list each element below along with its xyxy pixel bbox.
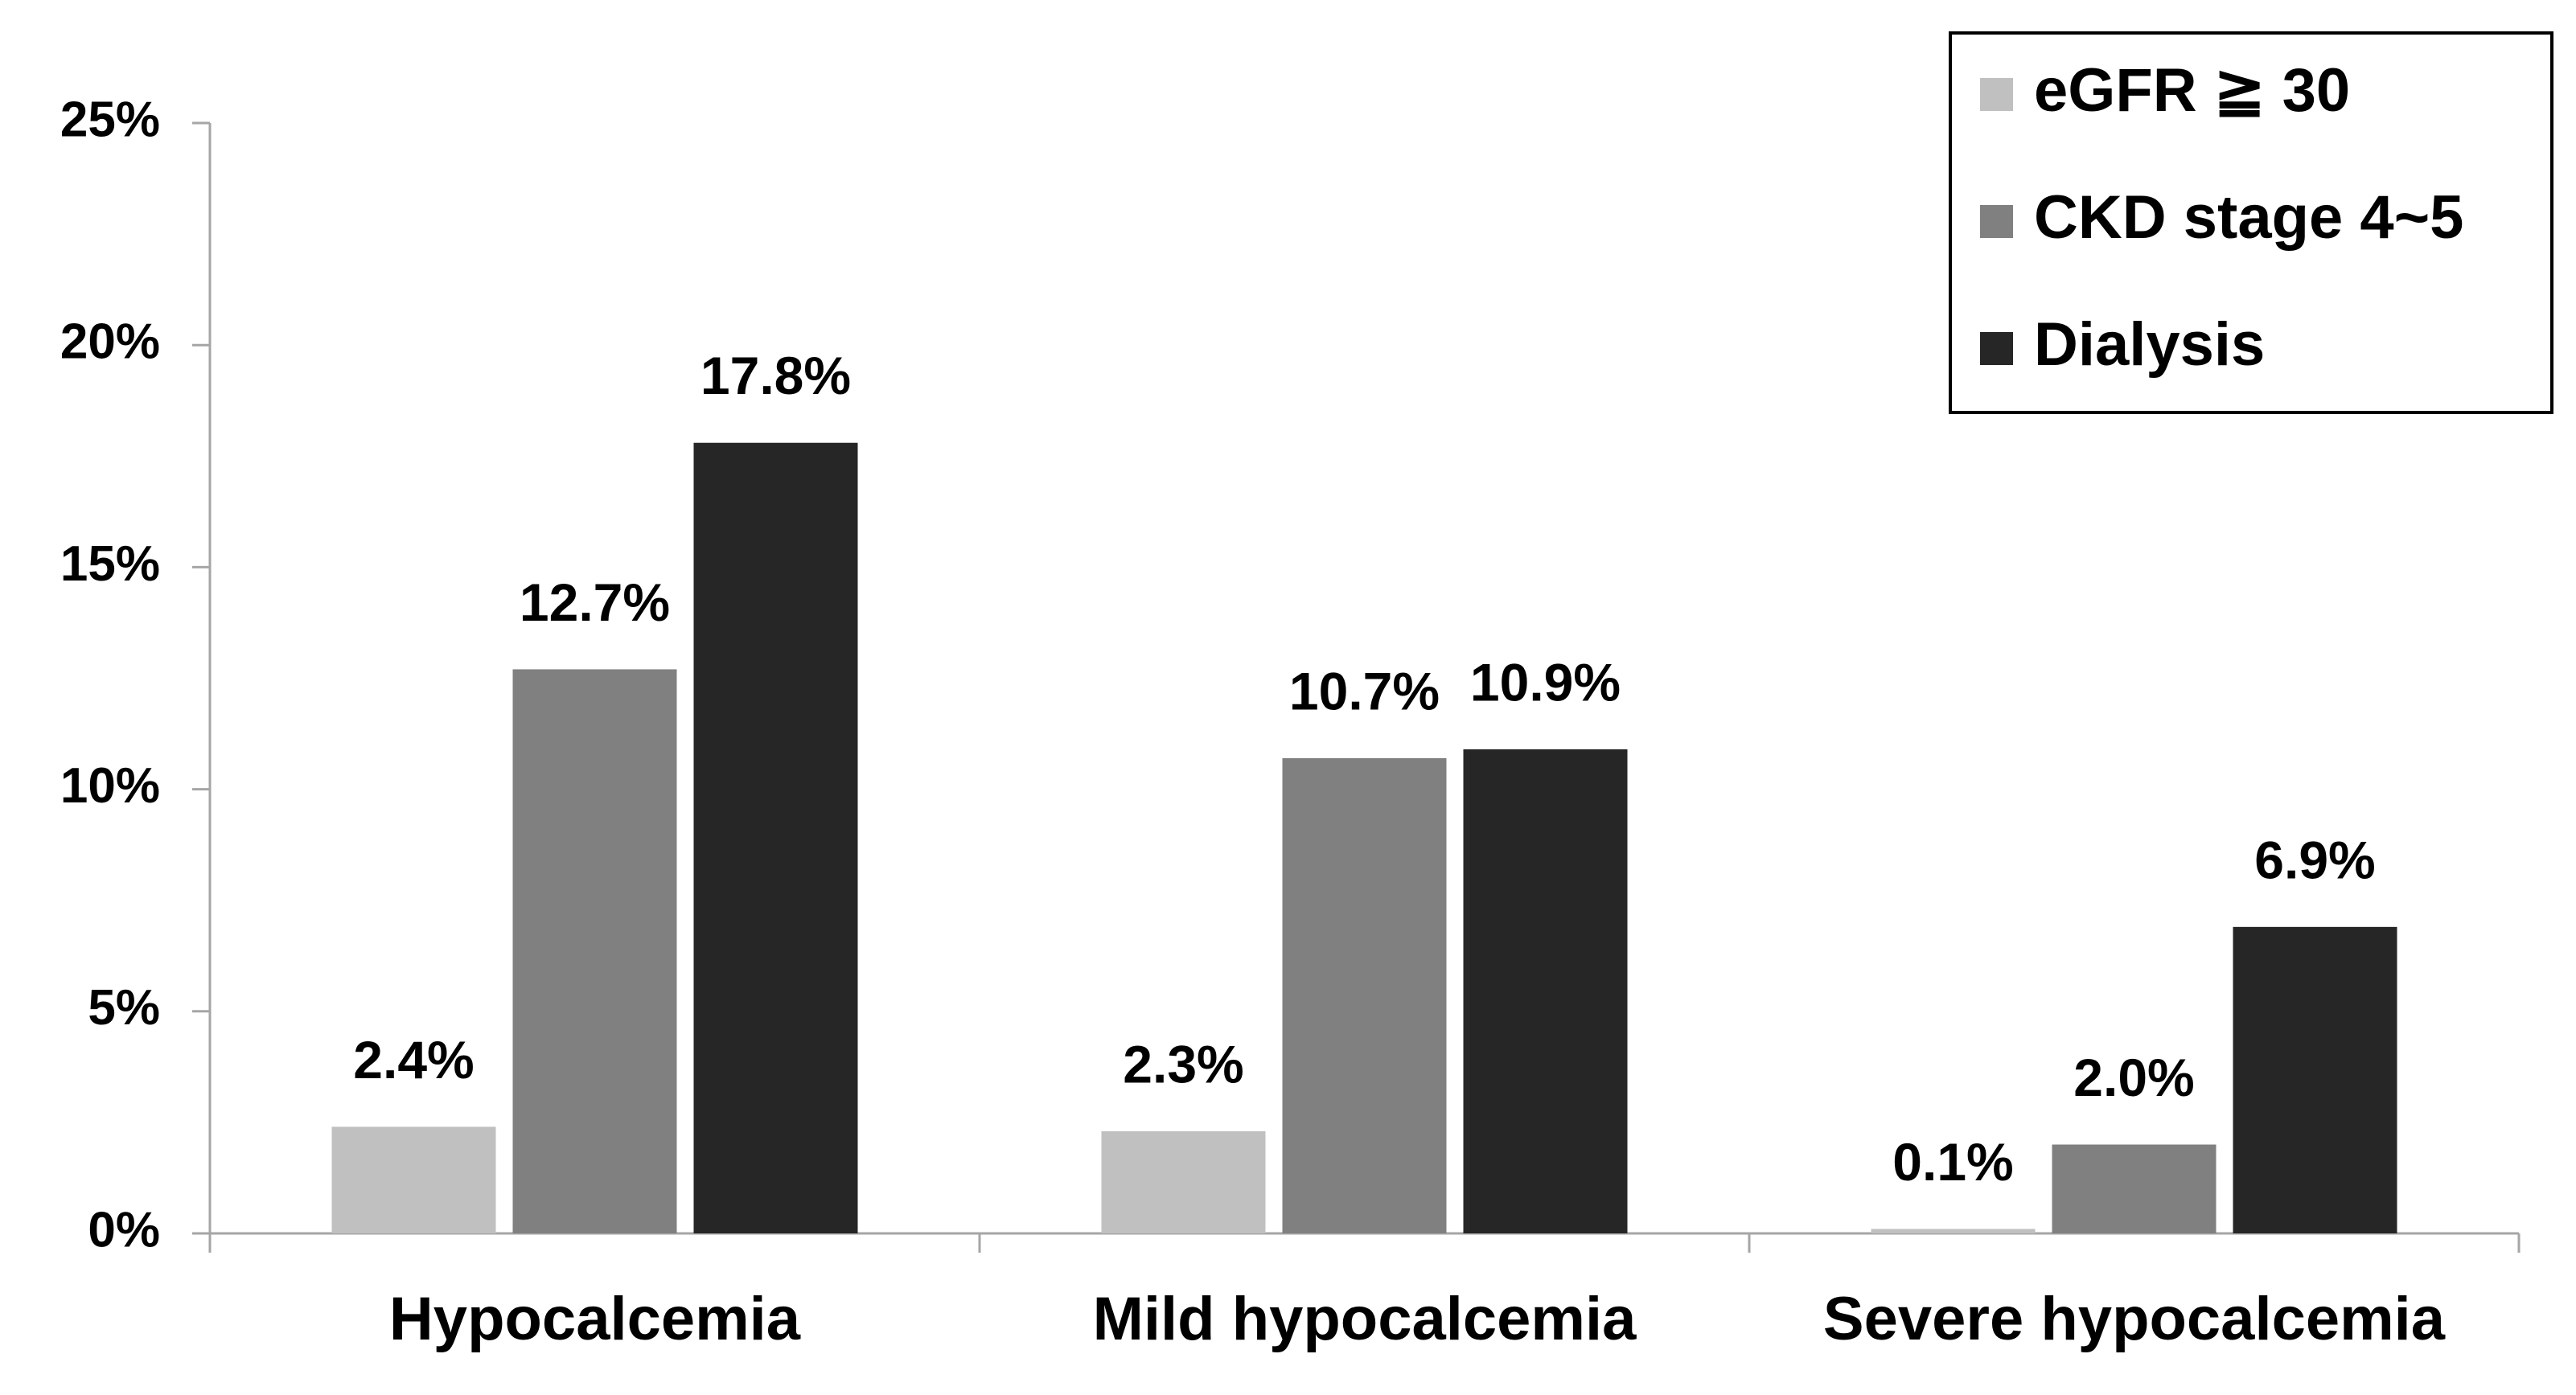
legend-swatch [1980,332,2013,365]
legend-label: Dialysis [2034,310,2265,379]
bar [2233,926,2397,1233]
y-tick-label: 0% [88,1202,160,1258]
y-tick-label: 5% [88,980,160,1036]
bar [331,1126,496,1233]
legend: eGFR ≧ 30 CKD stage 4~5 Dialysis [1949,31,2553,414]
bar [1463,749,1628,1233]
bar [1101,1130,1266,1233]
value-label: 0.1% [1892,1132,2013,1192]
bar [1871,1229,2036,1233]
bar [693,442,858,1233]
legend-swatch [1980,205,2013,238]
y-tick-label: 15% [60,536,160,592]
legend-box [1949,31,2553,414]
value-label: 2.0% [2073,1048,2194,1107]
y-tick-label: 25% [60,92,160,147]
y-tick-label: 20% [60,314,160,370]
y-tick-label: 10% [60,758,160,814]
value-label: 6.9% [2254,830,2375,889]
value-label: 2.3% [1123,1034,1243,1093]
x-tick-label: Mild hypocalcemia [1093,1285,1637,1353]
legend-label: CKD stage 4~5 [2034,183,2463,252]
bar [512,669,677,1233]
bar [1282,757,1447,1233]
value-label: 12.7% [520,572,670,632]
value-label: 10.7% [1289,661,1440,720]
value-label: 10.9% [1470,652,1621,712]
x-tick-label: Hypocalcemia [389,1285,801,1353]
legend-swatch [1980,78,2013,111]
value-label: 17.8% [700,346,851,405]
legend-label: eGFR ≧ 30 [2034,56,2350,125]
bar [2052,1144,2217,1233]
x-tick-label: Severe hypocalcemia [1823,1285,2446,1353]
value-label: 2.4% [353,1030,474,1089]
